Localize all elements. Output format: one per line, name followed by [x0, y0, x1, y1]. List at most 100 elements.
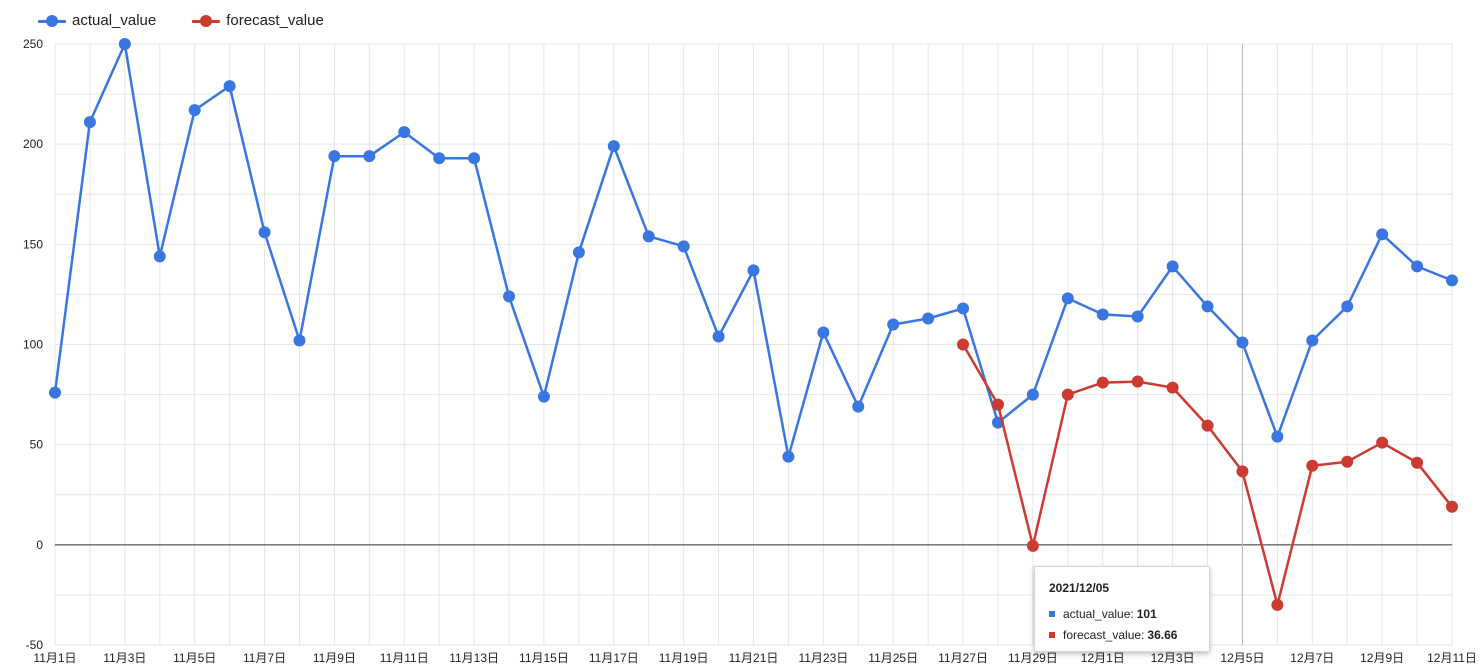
y-tick-label: 150: [23, 237, 43, 251]
data-point-actual: [642, 230, 655, 243]
data-point-actual: [1096, 308, 1109, 321]
data-point-actual: [677, 240, 690, 253]
x-tick-label: 12月11日: [1427, 651, 1477, 665]
tooltip-title: 2021/12/05: [1049, 581, 1110, 595]
tooltip-row-actual: actual_value: 101: [1049, 607, 1195, 621]
legend-dot-actual: [46, 14, 58, 27]
data-point-actual: [957, 302, 970, 315]
data-point-actual: [433, 152, 446, 165]
x-tick-label: 12月9日: [1360, 651, 1404, 665]
tooltip: 2021/12/05 actual_value: 101 forecast_va…: [1034, 566, 1210, 652]
y-tick-label: -50: [26, 638, 44, 652]
data-point-forecast: [957, 338, 970, 351]
data-point-forecast: [1306, 459, 1319, 472]
data-point-actual: [852, 400, 865, 413]
tooltip-label-forecast: forecast_value:: [1063, 628, 1145, 642]
data-point-actual: [1166, 260, 1179, 273]
x-tick-label: 11月23日: [798, 651, 848, 665]
data-point-forecast: [1376, 436, 1389, 449]
data-point-forecast: [1166, 381, 1179, 394]
data-point-actual: [83, 116, 96, 129]
tooltip-row-forecast: forecast_value: 36.66: [1049, 628, 1195, 642]
data-point-actual: [118, 38, 131, 50]
tooltip-swatch-forecast: [1049, 632, 1055, 638]
data-point-actual: [1026, 388, 1039, 401]
data-point-forecast: [1411, 456, 1424, 469]
x-tick-label: 11月17日: [589, 651, 639, 665]
y-tick-label: 200: [23, 137, 43, 151]
legend-dot-forecast: [200, 14, 213, 27]
data-point-actual: [747, 264, 760, 277]
x-tick-label: 11月15日: [519, 651, 569, 665]
x-tick-label: 11月9日: [313, 651, 356, 665]
data-point-actual: [1236, 336, 1249, 349]
x-tick-label: 11月21日: [729, 651, 779, 665]
data-point-forecast: [1201, 419, 1214, 432]
data-point-actual: [817, 326, 830, 339]
data-point-forecast: [1271, 598, 1284, 611]
data-point-actual: [1376, 228, 1389, 241]
data-point-actual: [537, 390, 550, 403]
x-tick-label: 11月29日: [1008, 651, 1058, 665]
tooltip-value-actual: 101: [1136, 607, 1157, 621]
data-point-actual: [328, 150, 341, 163]
x-tick-label: 11月19日: [659, 651, 709, 665]
legend-item-actual[interactable]: actual_value: [38, 12, 156, 29]
data-point-forecast: [991, 398, 1004, 411]
x-tick-label: 11月25日: [868, 651, 918, 665]
data-point-actual: [1446, 274, 1458, 287]
data-point-forecast: [1131, 375, 1144, 388]
data-point-forecast: [1061, 388, 1074, 401]
legend-swatch-actual: [38, 14, 66, 27]
data-point-actual: [188, 104, 201, 117]
x-tick-label: 12月5日: [1220, 651, 1264, 665]
x-tick-label: 11月5日: [173, 651, 216, 665]
data-point-actual: [223, 80, 236, 93]
legend-swatch-forecast: [192, 14, 221, 27]
x-tick-label: 12月7日: [1290, 651, 1334, 665]
tooltip-label-actual: actual_value:: [1063, 607, 1134, 621]
data-point-actual: [887, 318, 900, 331]
tooltip-value-forecast: 36.66: [1147, 628, 1178, 642]
data-point-actual: [1411, 260, 1424, 273]
x-tick-label: 11月1日: [33, 651, 76, 665]
legend-label-forecast: forecast_value: [226, 12, 324, 29]
legend-label-actual: actual_value: [72, 12, 157, 29]
data-point-actual: [153, 250, 166, 263]
data-point-actual: [922, 312, 935, 325]
data-point-actual: [1271, 430, 1284, 443]
data-point-forecast: [1236, 465, 1249, 478]
x-tick-label: 11月7日: [243, 651, 286, 665]
x-tick-label: 11月11日: [380, 651, 429, 665]
data-point-forecast: [1096, 376, 1109, 389]
data-point-actual: [572, 246, 585, 259]
data-point-actual: [1201, 300, 1214, 313]
data-point-actual: [1306, 334, 1319, 347]
data-point-forecast: [1446, 500, 1458, 513]
data-point-forecast: [1341, 455, 1354, 468]
data-point-actual: [468, 152, 481, 165]
y-tick-label: 50: [30, 438, 44, 452]
x-tick-label: 11月3日: [103, 651, 146, 665]
data-point-actual: [363, 150, 376, 163]
data-point-actual: [258, 226, 271, 239]
data-point-actual: [503, 290, 516, 303]
x-tick-label: 12月3日: [1151, 651, 1195, 665]
x-tick-label: 11月13日: [449, 651, 499, 665]
tooltip-swatch-actual: [1049, 611, 1055, 617]
legend-item-forecast[interactable]: forecast_value: [192, 12, 324, 29]
y-tick-label: 0: [36, 538, 43, 552]
x-tick-label: 11月27日: [938, 651, 988, 665]
data-point-actual: [782, 450, 795, 463]
data-point-actual: [1131, 310, 1144, 323]
data-point-actual: [712, 330, 725, 343]
data-point-actual: [1061, 292, 1074, 305]
data-point-actual: [1341, 300, 1354, 313]
data-point-actual: [293, 334, 306, 347]
x-tick-label: 12月1日: [1081, 651, 1125, 665]
data-point-actual: [49, 386, 61, 399]
data-point-actual: [607, 140, 620, 153]
legend: actual_value forecast_value: [38, 12, 324, 29]
y-tick-label: 250: [23, 37, 43, 51]
